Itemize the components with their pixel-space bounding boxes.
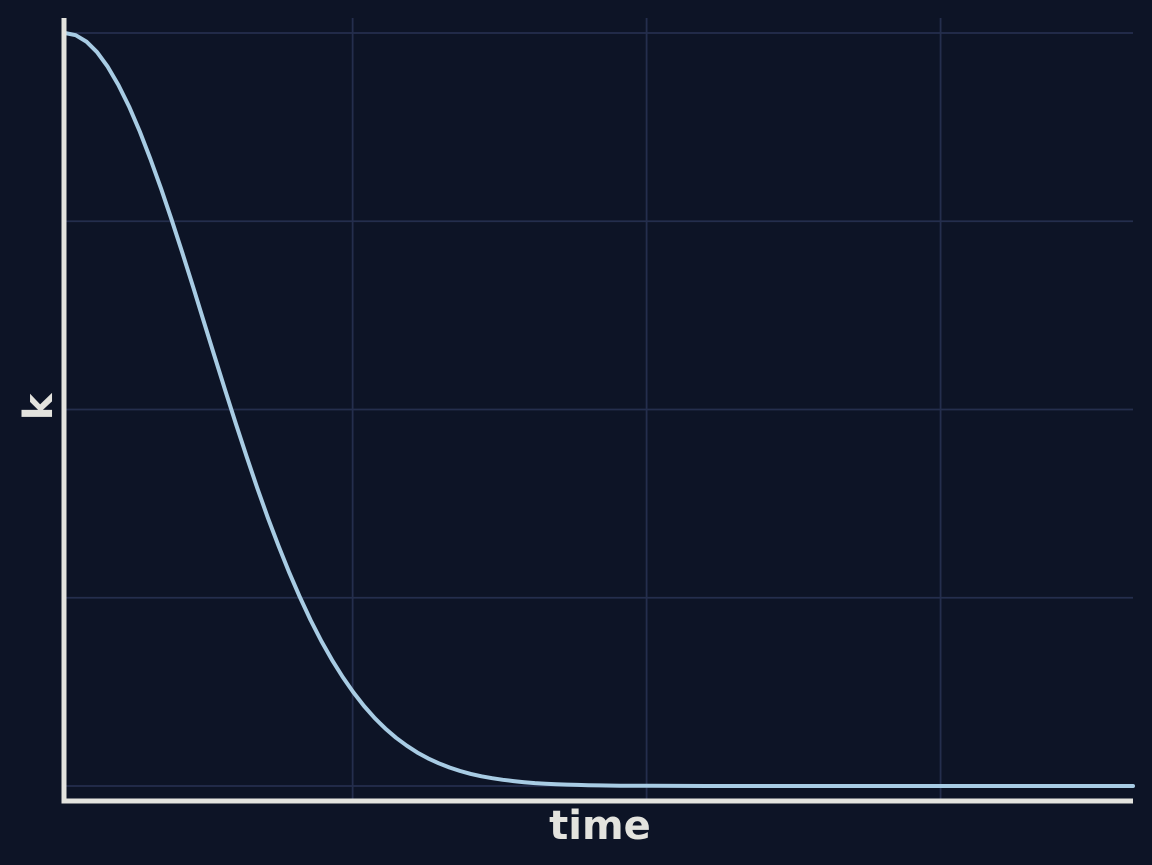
x-axis-label: time: [549, 803, 651, 849]
gridlines: [64, 18, 1133, 800]
y-axis-label: k: [16, 392, 62, 420]
decay-curve: [63, 31, 1135, 788]
